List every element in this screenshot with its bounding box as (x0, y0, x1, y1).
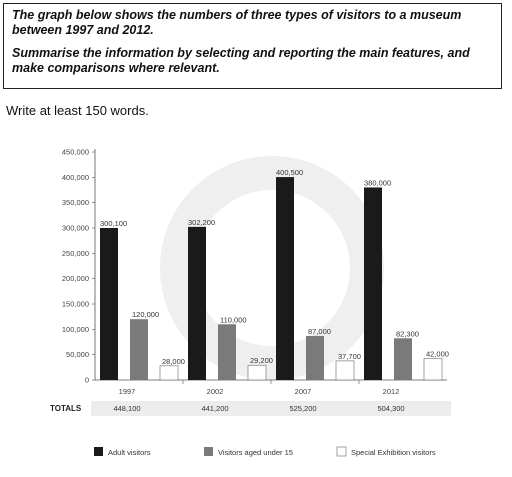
y-tick-label: 400,000 (62, 173, 89, 182)
bar-value-label: 300,100 (100, 219, 127, 228)
x-tick-label: 2002 (207, 387, 224, 396)
bar (100, 227, 118, 380)
total-value: 525,200 (289, 404, 316, 413)
x-tick-label: 1997 (119, 387, 136, 396)
bar-value-label: 87,000 (308, 327, 331, 336)
bar (218, 324, 236, 380)
bar-value-label: 380,000 (364, 178, 391, 187)
y-tick-label: 200,000 (62, 274, 89, 283)
x-tick-label: 2007 (295, 387, 312, 396)
y-tick-label: 50,000 (66, 350, 89, 359)
bar-value-label: 42,000 (426, 350, 449, 359)
task-instruction: Summarise the information by selecting a… (12, 46, 470, 75)
task-box: The graph below shows the numbers of thr… (3, 3, 502, 89)
legend-swatch (336, 446, 347, 457)
bar (335, 360, 355, 381)
word-count-instruction: Write at least 150 words. (6, 103, 149, 118)
bar-value-label: 37,700 (338, 352, 361, 361)
legend-swatch (94, 447, 103, 456)
bar (364, 187, 382, 380)
bar-value-label: 110,000 (220, 315, 247, 324)
y-tick-label: 150,000 (62, 300, 89, 309)
legend-label: Visitors aged under 15 (218, 448, 293, 457)
bar (159, 365, 179, 381)
bar-value-label: 120,000 (132, 310, 159, 319)
y-tick-label: 350,000 (62, 198, 89, 207)
total-value: 448,100 (113, 404, 140, 413)
bar (130, 319, 148, 380)
bar-value-label: 29,200 (250, 356, 273, 365)
bar (423, 358, 443, 381)
legend-label: Special Exhibition visitors (351, 448, 436, 457)
total-value: 504,300 (377, 404, 404, 413)
y-tick-label: 300,000 (62, 224, 89, 233)
y-tick-label: 100,000 (62, 325, 89, 334)
bar-value-label: 302,200 (188, 218, 215, 227)
bar (188, 226, 206, 380)
bar (247, 364, 267, 381)
x-tick-label: 2012 (383, 387, 400, 396)
y-tick-label: 250,000 (62, 249, 89, 258)
total-value: 441,200 (201, 404, 228, 413)
y-tick-label: 0 (85, 376, 89, 385)
y-tick-label: 450,000 (62, 148, 89, 157)
bar-value-label: 400,500 (276, 168, 303, 177)
bar (306, 335, 324, 380)
watermark-inner (194, 190, 350, 346)
legend-swatch (204, 447, 213, 456)
task-description: The graph below shows the numbers of thr… (12, 8, 462, 37)
bar-value-label: 28,000 (162, 357, 185, 366)
bar-value-label: 82,300 (396, 329, 419, 338)
legend-label: Adult visitors (108, 448, 151, 457)
totals-label: TOTALS (50, 404, 82, 413)
bar (276, 177, 294, 380)
totals-band (91, 401, 451, 416)
bar (394, 338, 412, 380)
